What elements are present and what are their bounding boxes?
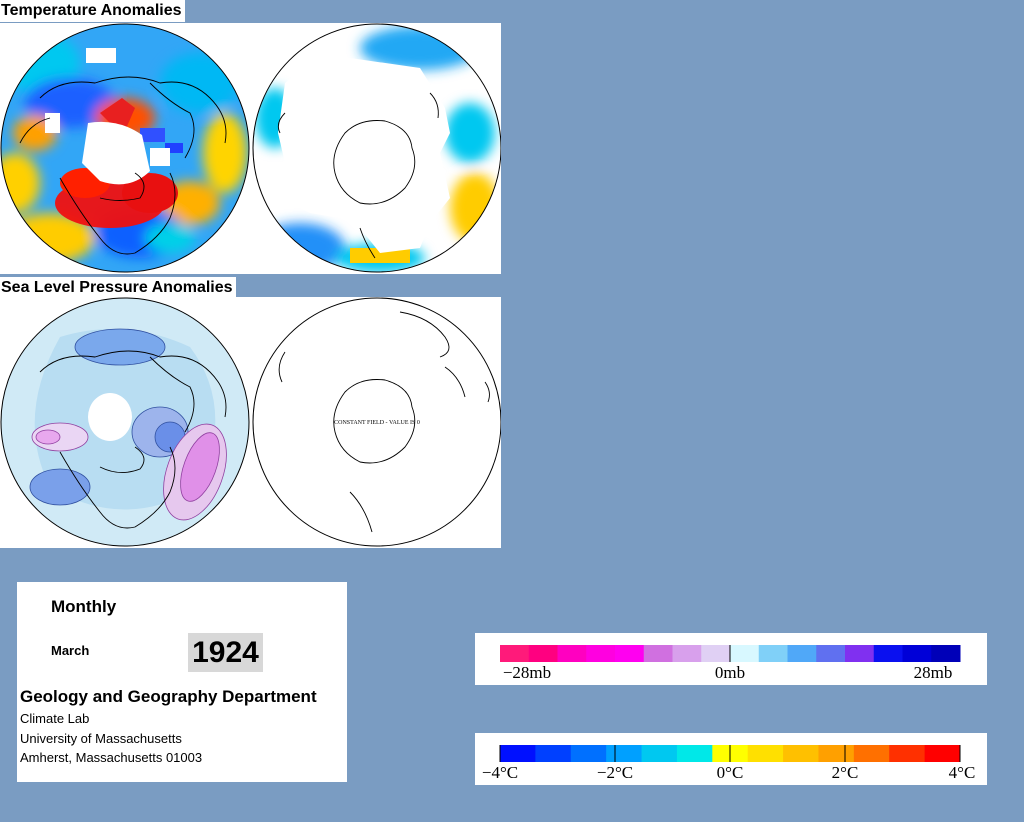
legend-swatch xyxy=(783,745,819,762)
legend-swatch xyxy=(557,645,587,662)
legend-swatch xyxy=(758,645,788,662)
legend-swatch xyxy=(730,645,760,662)
pressure-label-zero: 0mb xyxy=(715,663,745,682)
legend-swatch xyxy=(889,745,926,762)
temperature-legend-scale: −4°C −2°C 0°C 2°C 4°C xyxy=(482,745,976,782)
legend-swatch xyxy=(747,745,784,762)
legend-swatch xyxy=(528,645,558,662)
address-label: Amherst, Massachusetts 01003 xyxy=(20,750,203,765)
legend-swatch xyxy=(701,645,731,662)
legend-swatch xyxy=(818,745,855,762)
legend-swatch xyxy=(816,645,846,662)
temperature-south-hemisphere-map xyxy=(252,23,502,273)
department-label: Geology and Geography Department xyxy=(20,687,317,706)
temperature-label-neg2: −2°C xyxy=(597,763,633,782)
legend-swatch xyxy=(845,645,875,662)
temperature-map-panel xyxy=(0,23,502,274)
pressure-legend: −28mb 0mb 28mb xyxy=(475,633,987,685)
temperature-legend: −4°C −2°C 0°C 2°C 4°C xyxy=(475,733,987,785)
temperature-color-bar xyxy=(499,745,961,762)
legend-swatch xyxy=(672,645,702,662)
legend-swatch xyxy=(902,645,932,662)
pressure-label-min: −28mb xyxy=(503,663,551,682)
legend-swatch xyxy=(787,645,817,662)
legend-swatch xyxy=(586,645,616,662)
university-label: University of Massachusetts xyxy=(20,731,182,746)
temperature-north-hemisphere-map xyxy=(0,23,250,273)
legend-swatch xyxy=(643,645,673,662)
legend-swatch xyxy=(570,745,607,762)
legend-swatch xyxy=(931,645,961,662)
pressure-section-title: Sea Level Pressure Anomalies xyxy=(0,277,236,299)
legend-swatch xyxy=(924,745,961,762)
temperature-label-pos4: 4°C xyxy=(949,763,976,782)
legend-swatch xyxy=(500,645,530,662)
legend-swatch xyxy=(606,745,643,762)
period-label: Monthly xyxy=(51,597,117,616)
legend-swatch xyxy=(615,645,645,662)
temperature-section-title: Temperature Anomalies xyxy=(0,0,185,22)
legend-swatch xyxy=(641,745,678,762)
legend-swatch xyxy=(676,745,713,762)
temperature-label-neg4: −4°C xyxy=(482,763,518,782)
legend-swatch xyxy=(535,745,572,762)
month-label: March xyxy=(51,643,90,658)
legend-swatch xyxy=(500,745,536,762)
legend-swatch xyxy=(853,745,890,762)
constant-field-note: CONSTANT FIELD - VALUE IS 0 xyxy=(334,420,420,426)
temperature-maps xyxy=(0,23,502,273)
pressure-maps: CONSTANT FIELD - VALUE IS 0 xyxy=(0,297,502,547)
info-box: Monthly March 1924 Geology and Geography… xyxy=(17,582,347,782)
pressure-north-hemisphere-map xyxy=(0,297,250,547)
year-label: 1924 xyxy=(188,633,263,672)
temperature-label-zero: 0°C xyxy=(717,763,744,782)
pressure-south-hemisphere-map: CONSTANT FIELD - VALUE IS 0 xyxy=(252,297,502,547)
legend-swatch xyxy=(873,645,903,662)
pressure-legend-scale: −28mb 0mb 28mb xyxy=(500,645,961,682)
pressure-label-max: 28mb xyxy=(914,663,953,682)
temperature-label-pos2: 2°C xyxy=(832,763,859,782)
pressure-map-panel: CONSTANT FIELD - VALUE IS 0 xyxy=(0,297,502,548)
pressure-color-bar xyxy=(500,645,961,662)
lab-label: Climate Lab xyxy=(20,711,90,726)
